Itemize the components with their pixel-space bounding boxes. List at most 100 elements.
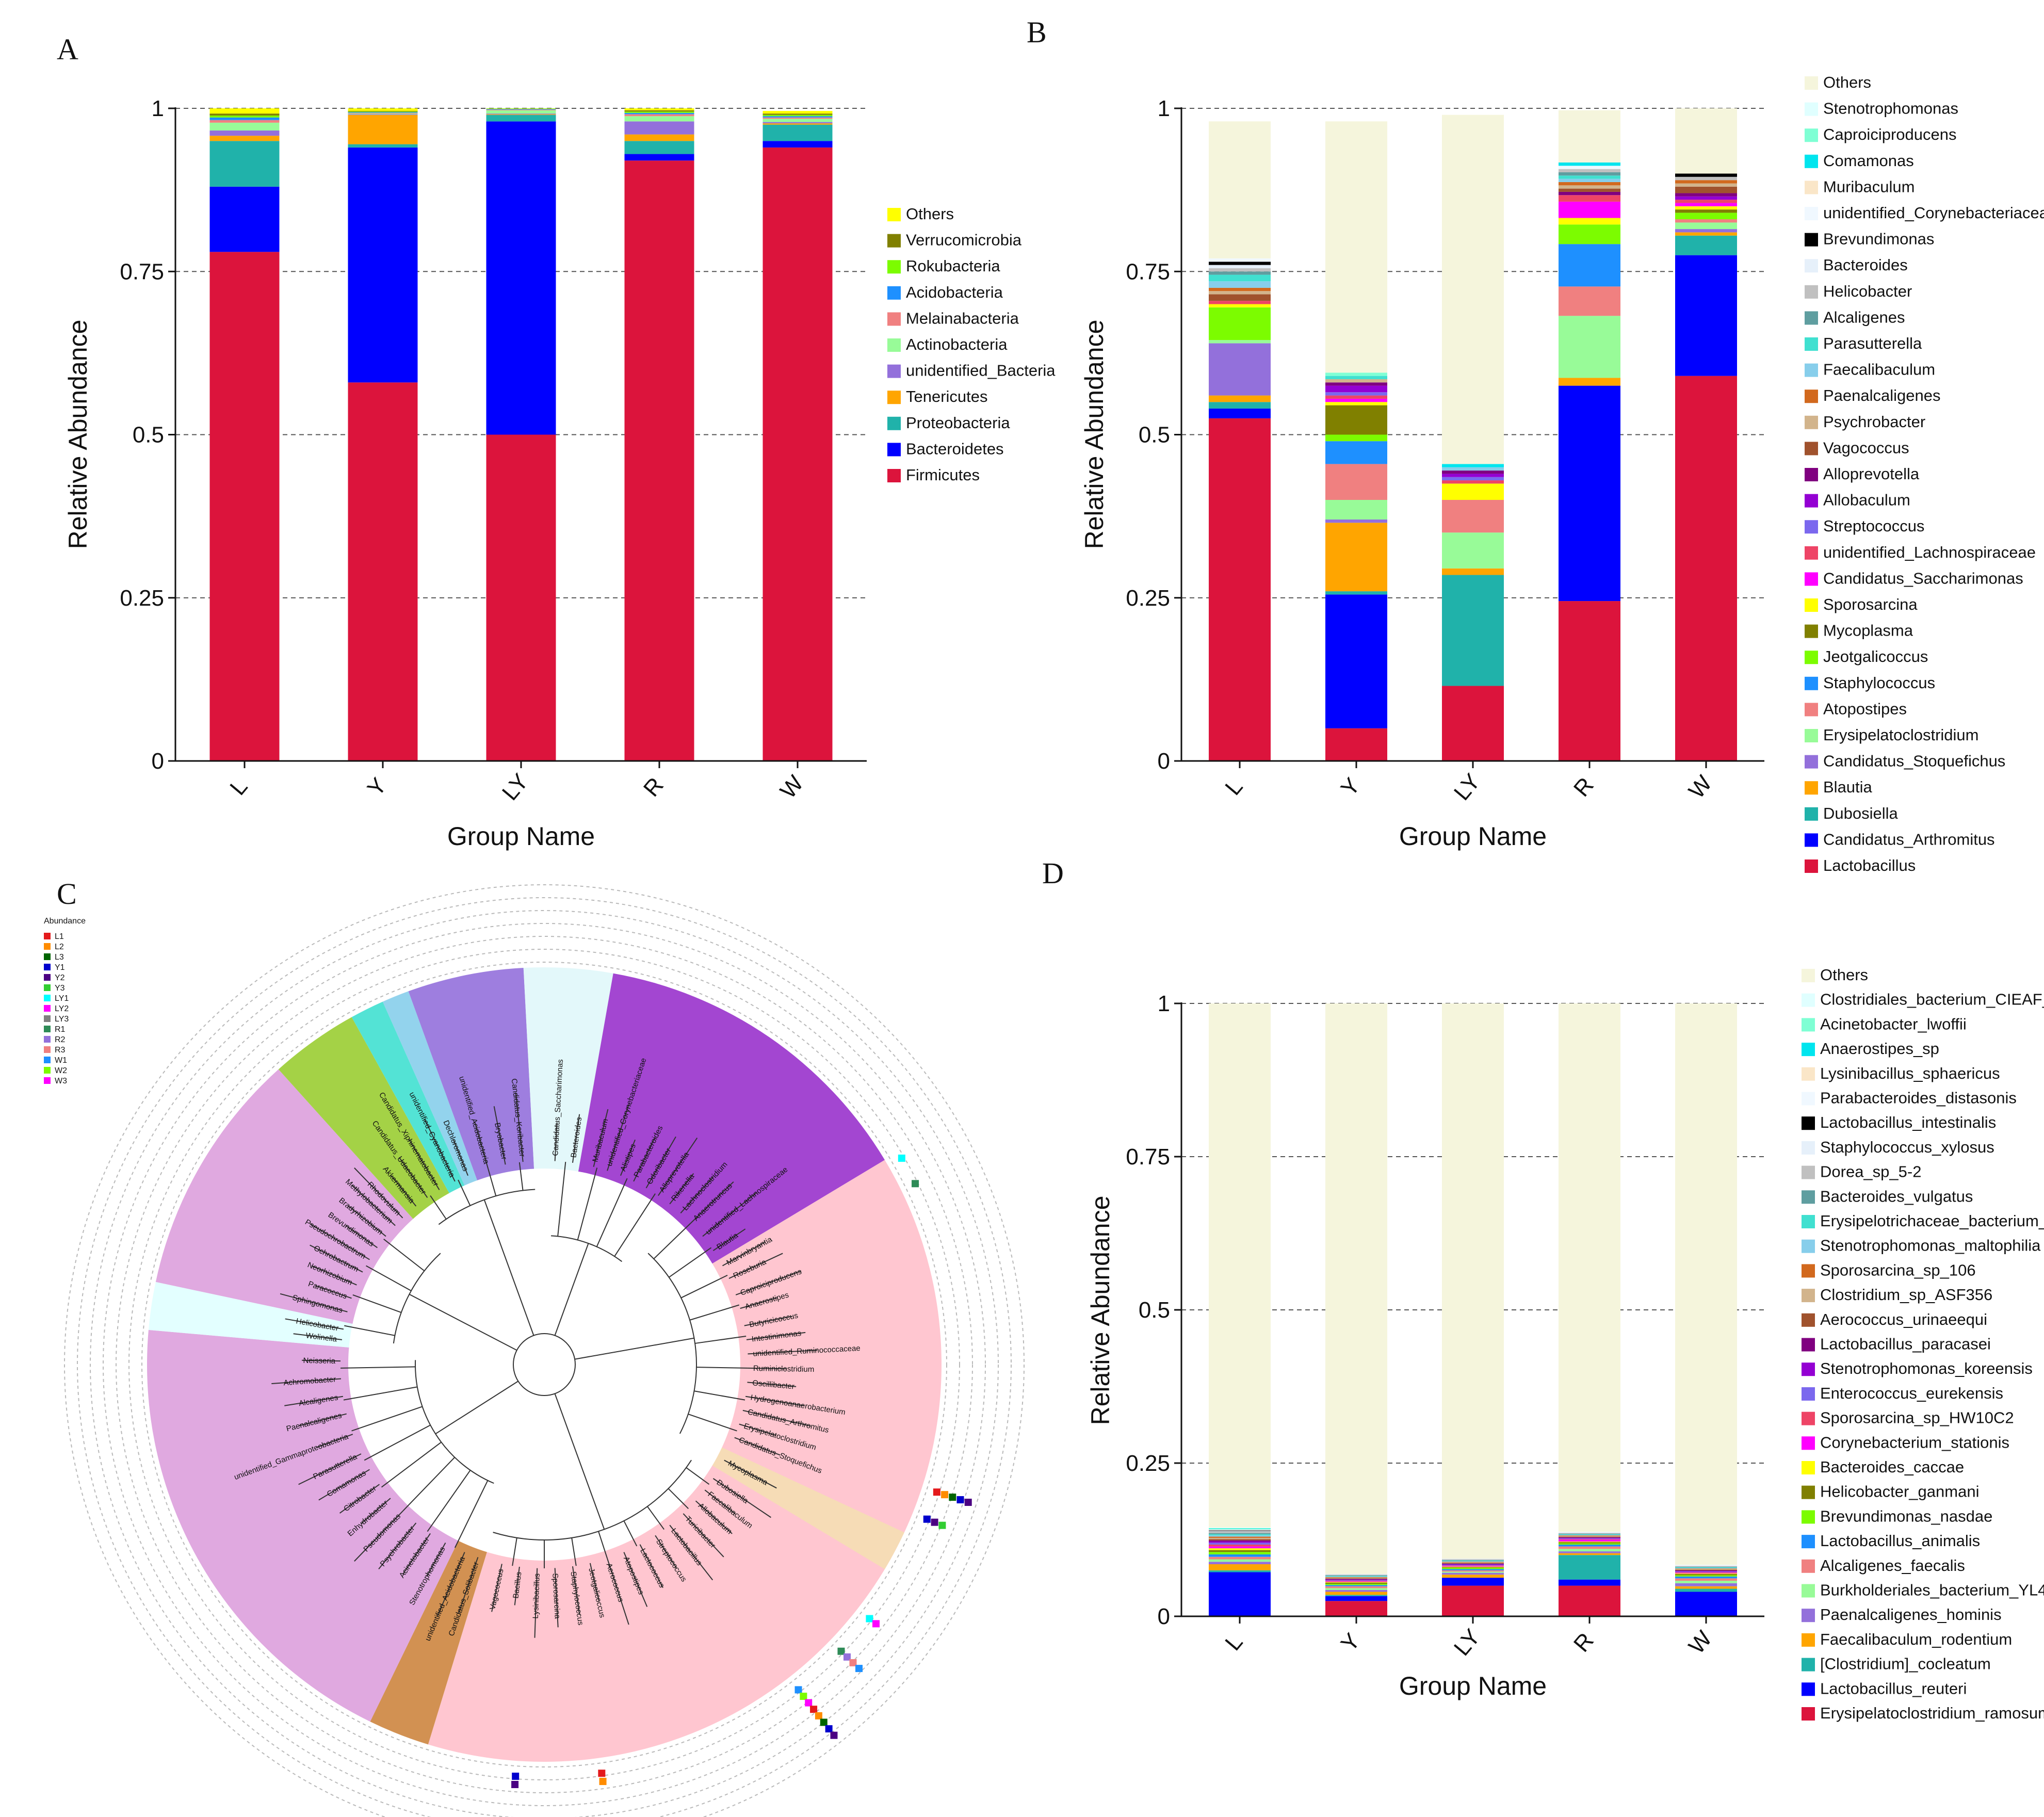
legend-swatch [1802,1092,1815,1106]
legend-swatch [1802,1461,1815,1474]
bar-segment-ly [1442,1568,1504,1569]
bar-segment-ly [1442,1571,1504,1573]
bar-segment-y [1325,1596,1387,1601]
abundance-legend-swatch [44,943,51,950]
tree-branch [704,1489,736,1515]
legend-label: Lactobacillus_paracasei [1820,1335,1991,1353]
legend-swatch [1802,1658,1815,1672]
bar-segment-l [209,141,280,187]
bar-segment-r [1559,1535,1620,1536]
abundance-legend-swatch [44,953,51,960]
legend-label: Candidatus_Arthromitus [1823,830,1995,848]
abundance-legend-swatch [44,984,51,991]
bar-segment-l [209,108,280,114]
abundance-legend-label: Y3 [55,984,65,993]
bar-segment-r [1559,195,1620,202]
panel-letter-c: C [57,877,77,911]
bar-segment-y [1325,1003,1387,1575]
tree-branch [299,1413,347,1426]
panel-letter-d: D [1042,856,1064,890]
y-tick-label: 0.25 [120,586,164,611]
abundance-mark [931,1518,938,1526]
legend-label: Others [1823,73,1871,91]
legend-swatch [1805,651,1818,664]
abundance-mark [956,1496,964,1504]
legend-label: Atopostipes [1823,700,1907,718]
tree-ring [77,897,1012,1817]
abundance-legend-label: R3 [55,1046,66,1054]
abundance-mark [872,1620,880,1628]
bar-segment-r [1559,1532,1620,1533]
bar-segment-w [1675,1592,1737,1616]
tree-leaf-label: Bacillus [511,1571,523,1599]
tree-branch [655,1535,677,1568]
x-tick-label: W [1684,1626,1717,1659]
abundance-legend-swatch [44,1036,51,1043]
legend-label: Corynebacterium_stationis [1820,1433,2009,1451]
tree-ring [64,884,1025,1817]
bar-segment-l [209,113,280,116]
bar-segment-ly [486,113,556,115]
abundance-legend-swatch [44,1067,51,1074]
x-axis-title: Group Name [1399,1672,1547,1700]
bar-segment-y [1325,1575,1387,1576]
tree-branch [458,1557,479,1614]
x-tick-label: L [1220,1630,1247,1656]
legend-swatch [1802,1510,1815,1524]
bar-segment-l [209,252,280,761]
tree-branch [285,1318,344,1330]
legend-swatch [1805,833,1818,847]
tree-branch [271,1378,342,1384]
bar-segment-ly [486,108,556,109]
legend-label: Jeotgalicoccus [1823,647,1928,666]
legend-swatch [1805,259,1818,273]
tree-sector [148,1281,393,1351]
bar-segment-l [1209,1552,1271,1555]
tree-leaf-label: Ruminiclostridium [753,1364,815,1374]
legend-swatch [1805,390,1818,403]
bar-segment-l [1209,281,1271,288]
bar-segment-ly [1442,474,1504,477]
bar-segment-l [1209,271,1271,275]
bar-segment-ly [1442,1575,1504,1578]
bar-segment-l [209,115,280,118]
x-tick-label: W [1684,771,1717,804]
bar-segment-l [1209,1543,1271,1545]
bar-segment-ly [1442,1585,1504,1616]
legend-label: Acidobacteria [906,283,1003,301]
legend-label: Vagococcus [1823,439,1909,457]
tree-branch [696,1367,748,1369]
tree-leaf-label: Lysinibacillus [531,1573,542,1618]
bar-segment-y [1325,441,1387,464]
bar-segment-w [1675,229,1737,233]
bar-segment-w [1675,193,1737,197]
legend-label: Lactobacillus_animalis [1820,1532,1980,1550]
tree-branch [623,1520,638,1547]
bar-segment-l [1209,1554,1271,1557]
legend-swatch [1802,1141,1815,1155]
y-tick-label: 0.75 [1126,1144,1170,1170]
bar-segment-r [1559,185,1620,189]
panel-letter-a: A [57,33,78,66]
legend-label: Tenericutes [906,387,988,405]
tree-branch [596,1178,628,1247]
bar-segment-w [1675,1573,1737,1575]
bar-segment-y [348,113,418,115]
bar-segment-ly [1442,1564,1504,1565]
bar-segment-r [1559,1545,1620,1547]
x-tick-label: W [775,771,809,804]
bar-segment-l [1209,1572,1271,1616]
bar-segment-l [1209,1559,1271,1562]
bar-segment-w [1675,1588,1737,1592]
bar-segment-l [1209,1564,1271,1570]
legend-swatch [1805,468,1818,481]
bar-segment-r [1559,166,1620,169]
bar-segment-ly [1442,467,1504,471]
legend-label: Allobaculum [1823,491,1910,509]
bar-segment-l [1209,1536,1271,1538]
legend-label: Erysipelatoclostridium_ramosum [1820,1704,2044,1722]
tree-branch [571,1537,577,1566]
y-tick-label: 0.75 [1126,259,1170,284]
tree-branch [381,1441,442,1488]
bar-segment-y [1325,402,1387,405]
